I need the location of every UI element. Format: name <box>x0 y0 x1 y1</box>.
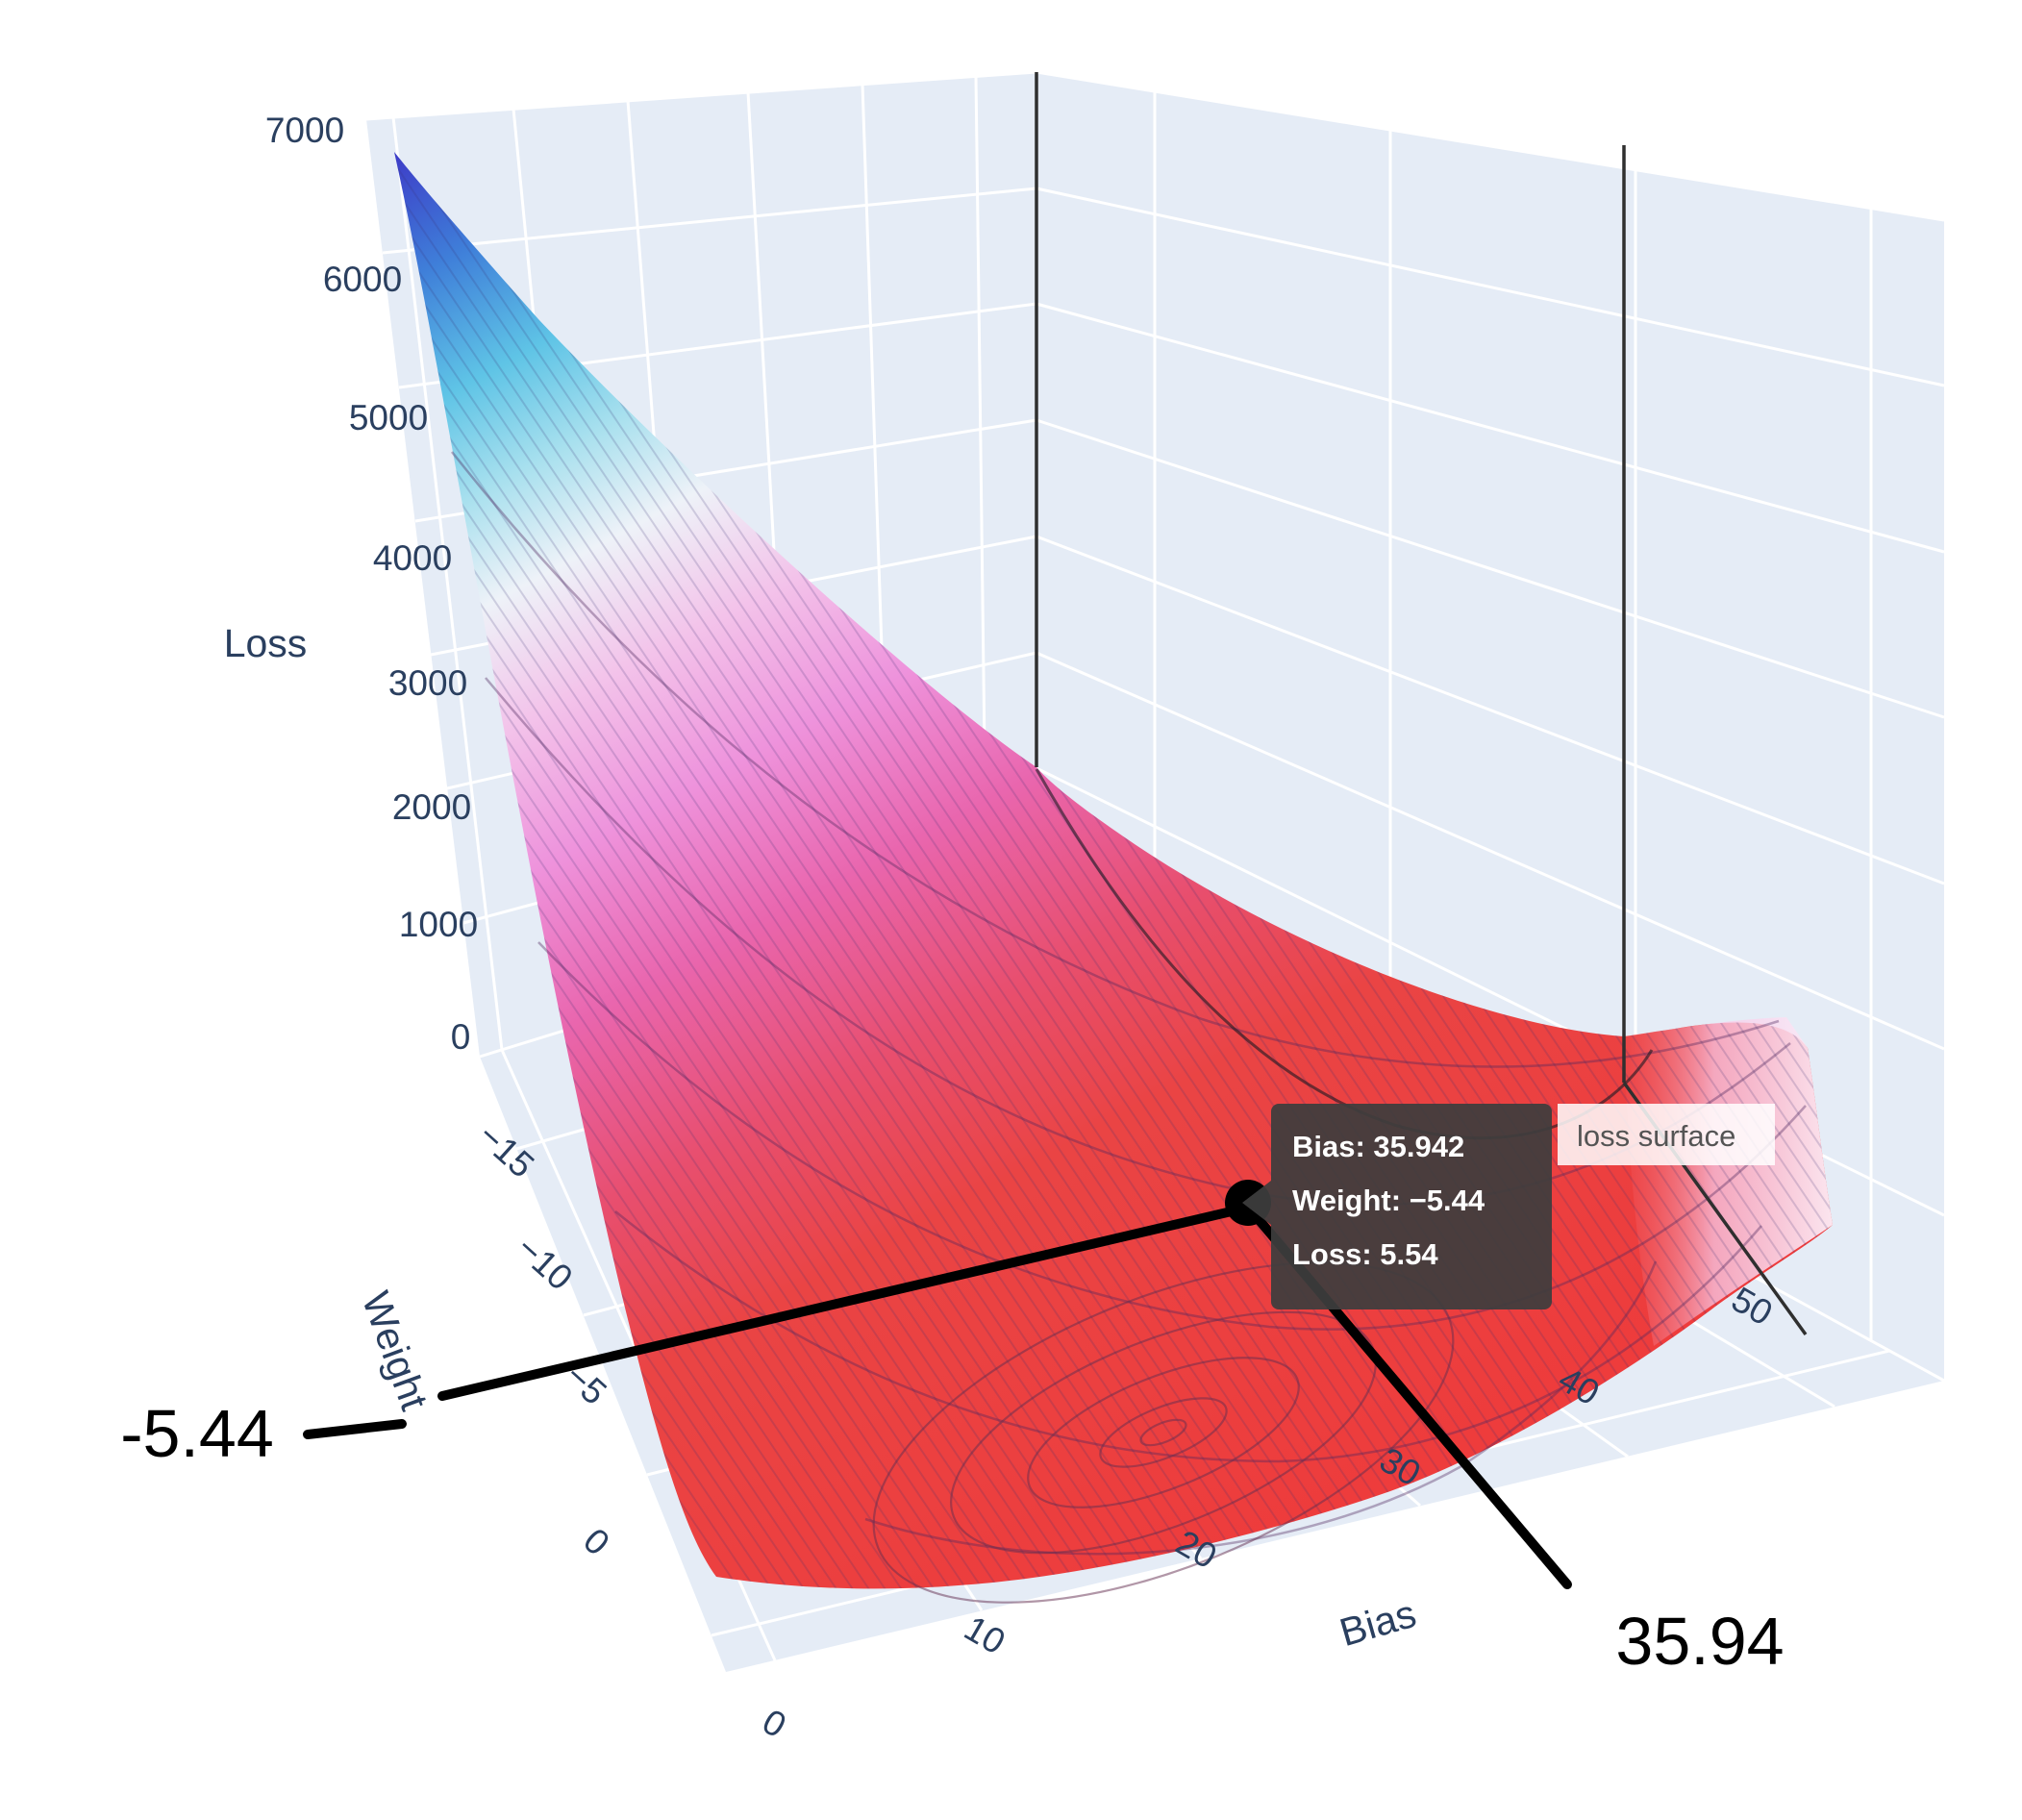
weight-annotation-line <box>437 1206 1240 1401</box>
weight-annotation-label: -5.44 <box>120 1396 274 1471</box>
bias-axis-title: Bias <box>1335 1591 1420 1655</box>
tooltip-box <box>1271 1104 1552 1309</box>
hover-tooltip: Bias: 35.942 Weight: −5.44 Loss: 5.54 <box>1242 1104 1552 1309</box>
loss-tick-0: 0 <box>451 1017 471 1057</box>
tooltip-loss-line: Loss: 5.54 <box>1292 1237 1438 1271</box>
trace-label-box <box>1558 1104 1775 1165</box>
weight-annotation-dash <box>303 1419 407 1439</box>
annotations: -5.44 35.94 <box>120 1206 1785 1679</box>
bias-annotation-label: 35.94 <box>1615 1604 1784 1679</box>
tooltip-bias-line: Bias: 35.942 <box>1292 1130 1464 1163</box>
loss-tick-4000: 4000 <box>373 538 452 578</box>
loss-tick-3000: 3000 <box>388 663 467 703</box>
loss-tick-6000: 6000 <box>323 260 402 299</box>
tooltip-caret <box>1242 1181 1271 1225</box>
loss-tick-2000: 2000 <box>392 787 471 827</box>
weight-tick-0: 0 <box>576 1521 617 1563</box>
loss-axis-title: Loss <box>224 621 308 665</box>
loss-tick-7000: 7000 <box>265 111 344 150</box>
loss-axis-ticks: 7000 6000 5000 4000 3000 2000 1000 0 <box>265 111 478 1057</box>
trace-label-text: loss surface <box>1577 1119 1735 1153</box>
loss-tick-1000: 1000 <box>399 905 478 944</box>
bias-tick-10: 10 <box>958 1608 1011 1662</box>
weight-axis-title: Weight <box>354 1286 437 1417</box>
tooltip-weight-line: Weight: −5.44 <box>1292 1184 1485 1217</box>
bias-tick-0: 0 <box>756 1702 792 1746</box>
trace-name-label: loss surface <box>1558 1104 1775 1165</box>
loss-tick-5000: 5000 <box>349 398 428 437</box>
